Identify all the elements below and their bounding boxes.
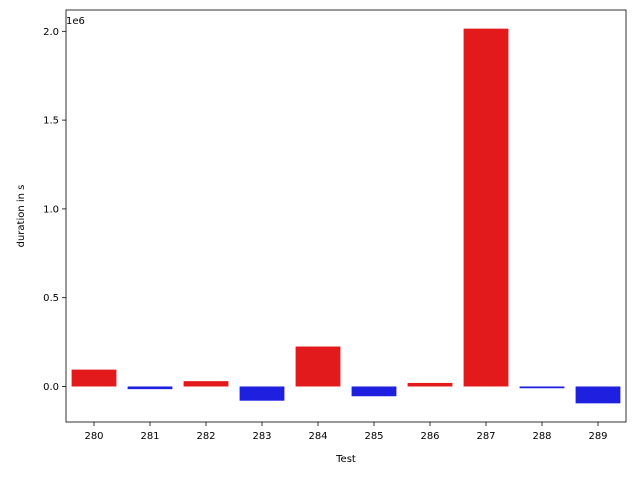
y-tick-label-0.5: 0.5 bbox=[43, 293, 59, 304]
plot-area bbox=[66, 10, 626, 422]
x-tick-label-283: 283 bbox=[252, 431, 271, 442]
y-tick-label-1.0: 1.0 bbox=[43, 204, 59, 215]
x-tick-label-289: 289 bbox=[588, 431, 607, 442]
x-tick-label-288: 288 bbox=[532, 431, 551, 442]
x-tick-label-286: 286 bbox=[420, 431, 439, 442]
bar-282 bbox=[183, 381, 229, 387]
y-offset-text: 1e6 bbox=[66, 16, 85, 27]
bar-288 bbox=[519, 386, 565, 389]
bar-281 bbox=[127, 386, 173, 390]
x-axis: 280 281 282 283 284 285 286 287 288 289 bbox=[84, 422, 608, 442]
x-tick-label-281: 281 bbox=[140, 431, 159, 442]
x-tick-label-287: 287 bbox=[476, 431, 495, 442]
x-tick-label-280: 280 bbox=[84, 431, 103, 442]
y-tick-label-0.0: 0.0 bbox=[43, 382, 59, 393]
y-tick-label-1.5: 1.5 bbox=[43, 116, 59, 127]
y-axis-label: duration in s bbox=[16, 185, 27, 248]
plot-frame bbox=[65, 9, 627, 423]
x-tick-label-282: 282 bbox=[196, 431, 215, 442]
bar-285 bbox=[351, 386, 397, 397]
bar-284 bbox=[295, 346, 341, 387]
y-axis: 0.0 0.5 1.0 1.5 2.0 bbox=[43, 27, 66, 393]
x-axis-label: Test bbox=[335, 454, 356, 465]
bar-280 bbox=[71, 369, 117, 387]
bar-286 bbox=[407, 382, 453, 387]
bars-group bbox=[71, 28, 621, 404]
y-tick-label-2.0: 2.0 bbox=[43, 27, 59, 38]
bar-283 bbox=[239, 386, 285, 401]
bar-287 bbox=[463, 28, 509, 387]
x-tick-label-284: 284 bbox=[308, 431, 327, 442]
bar-289 bbox=[575, 386, 621, 404]
x-tick-label-285: 285 bbox=[364, 431, 383, 442]
